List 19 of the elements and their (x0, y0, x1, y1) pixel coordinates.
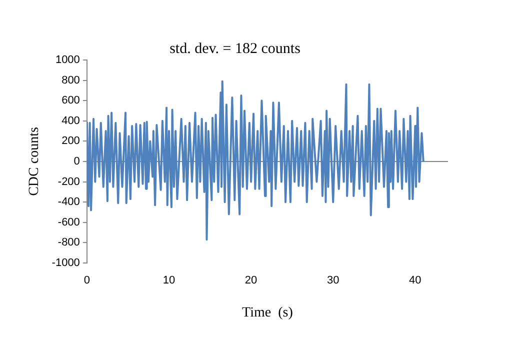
y-tick-label: -400 (58, 196, 80, 208)
y-tick-label: -200 (58, 176, 80, 188)
x-tick-label: 40 (409, 274, 422, 287)
y-tick-label: -800 (58, 236, 80, 249)
x-tick-label: 20 (244, 274, 258, 287)
x-tick-label: 0 (84, 274, 90, 287)
y-tick-label: 400 (62, 114, 80, 127)
y-tick-label: 0 (74, 156, 80, 168)
x-axis-title: Time (s) (242, 305, 294, 320)
chart-title: std. dev. = 182 counts (170, 40, 301, 57)
y-axis-title: CDC counts (27, 127, 42, 196)
x-tick-label: 10 (162, 274, 176, 287)
y-tick-label: 800 (62, 74, 80, 86)
y-tick-label: -600 (58, 216, 80, 228)
y-tick-label: -1000 (52, 257, 80, 270)
x-tick-label: 30 (326, 274, 340, 287)
y-tick-label: 1000 (55, 54, 80, 66)
y-tick-label: 600 (62, 94, 80, 107)
y-tick-label: 200 (62, 135, 80, 148)
